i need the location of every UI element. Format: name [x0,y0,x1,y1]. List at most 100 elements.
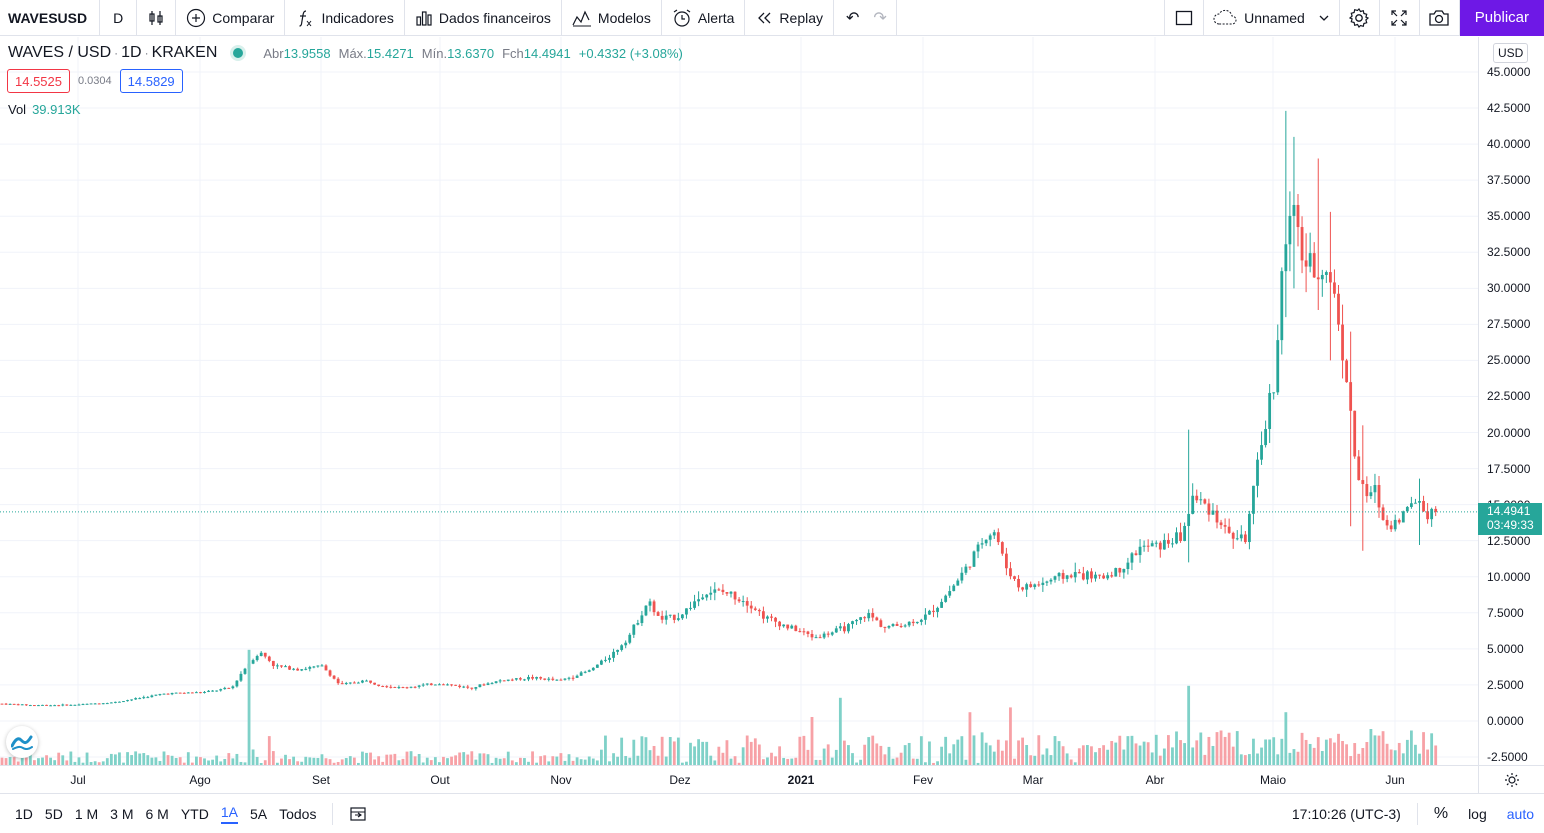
range-button[interactable]: 1D [9,794,39,833]
range-button[interactable]: 6 M [140,794,175,833]
candle-body [847,624,850,632]
candle-body [458,685,462,688]
volume-bar [1227,732,1231,765]
range-button[interactable]: 5D [39,794,69,833]
auto-scale-button[interactable]: auto [1506,805,1534,822]
layout-select-button[interactable] [1164,0,1205,36]
replay-button[interactable]: Replay [745,0,835,36]
candle-body [466,686,470,688]
range-button[interactable]: 1 M [69,794,104,833]
fullscreen-button[interactable] [1380,0,1420,36]
chart-style-button[interactable] [137,0,177,36]
legend-exchange[interactable]: KRAKEN [151,44,218,61]
legend-pair[interactable]: WAVES / USD [8,44,112,61]
candle-body [1162,539,1166,550]
candle-body [1142,545,1146,547]
volume-bar [37,758,40,765]
volume-bar [251,749,255,765]
volume-bar [830,757,834,765]
bar-chart-icon [416,10,432,26]
range-button[interactable]: 3 M [104,794,139,833]
range-button[interactable]: 5A [244,794,273,833]
price-chart[interactable] [0,37,1478,765]
time-axis-label: Mar [1022,773,1044,787]
candle-body [1430,508,1434,520]
undo-icon[interactable]: ↶ [846,9,860,27]
volume-bar [77,757,81,765]
volume-bar [276,762,279,765]
candle-body [413,686,417,688]
price-axis-label: 10.0000 [1487,569,1531,584]
candle-body [296,668,300,671]
candle-body [61,704,65,706]
candle-body [1272,392,1276,394]
financials-button[interactable]: Dados financeiros [405,0,562,36]
candle-body [1005,553,1008,569]
candle-body [952,585,956,592]
volume-bar [911,758,915,765]
volume-bar [336,761,340,765]
volume-bar [976,762,980,765]
log-scale-button[interactable]: log [1468,805,1487,822]
range-button[interactable]: 1A [215,794,244,833]
volume-bar [57,752,61,765]
range-button[interactable]: YTD [175,794,215,833]
market-status-icon[interactable] [233,48,244,58]
volume-bar [247,649,251,765]
legend-change: +0.4332 (+3.08%) [578,45,683,61]
templates-button[interactable]: Modelos [562,0,662,36]
settings-button[interactable] [1340,0,1380,36]
volume-bar [713,760,717,765]
volume-bar [1077,748,1081,765]
candle-body [454,684,457,686]
alert-button[interactable]: Alerta [662,0,746,36]
candle-body [701,597,705,600]
volume-bar [749,741,753,765]
tradingview-logo-button[interactable] [6,726,38,758]
candle-body [502,680,506,682]
current-price-value: 14.4941 [1487,503,1531,518]
range-button[interactable]: Todos [273,794,322,833]
indicators-button[interactable]: Indicadores [285,0,405,36]
candle-body [1179,532,1182,541]
candle-body [1260,445,1263,460]
compare-button[interactable]: Comparar [176,0,286,36]
candle-body [786,624,790,629]
volume-bar [717,746,721,765]
candle-body [1268,392,1272,429]
axis-settings-button[interactable] [1478,765,1544,793]
symbol-search-button[interactable]: WAVESUSD [0,0,101,36]
snapshot-button[interactable] [1420,0,1460,36]
publish-button[interactable]: Publicar [1459,0,1544,36]
price-axis[interactable] [1478,37,1544,765]
currency-badge[interactable]: USD [1493,43,1529,63]
clock-timezone-button[interactable]: 17:10:26 (UTC-3) [1291,805,1401,822]
candle-body [628,634,632,643]
legend-timeframe[interactable]: 1D [121,44,142,61]
candle-body [33,705,36,707]
volume-bar [1320,751,1324,765]
price-axis-label: 17.5000 [1487,461,1531,476]
time-axis[interactable] [0,765,1478,793]
candle-body [369,680,372,683]
candle-body [1158,542,1162,550]
volume-bar [859,759,862,765]
volume-bar [446,758,449,765]
volume-bar [389,754,393,765]
volume-bar [506,751,510,765]
time-axis-label: Maio [1259,773,1287,787]
percent-scale-button[interactable]: % [1433,804,1449,822]
range-button-label: 5A [249,805,268,822]
go-to-date-button[interactable] [343,794,373,833]
sell-price-button[interactable]: 14.5525 [7,69,70,93]
redo-icon[interactable]: ↷ [873,9,887,27]
time-axis-label: 2021 [787,773,815,787]
candle-body [429,683,433,686]
volume-bar [672,741,676,765]
volume-bar [1357,753,1361,765]
layout-name-button[interactable]: Unnamed [1204,0,1340,36]
buy-price-button[interactable]: 14.5829 [119,69,183,93]
volume-bar [1098,748,1101,765]
candle-body [1227,526,1231,533]
interval-button[interactable]: D [100,0,138,36]
